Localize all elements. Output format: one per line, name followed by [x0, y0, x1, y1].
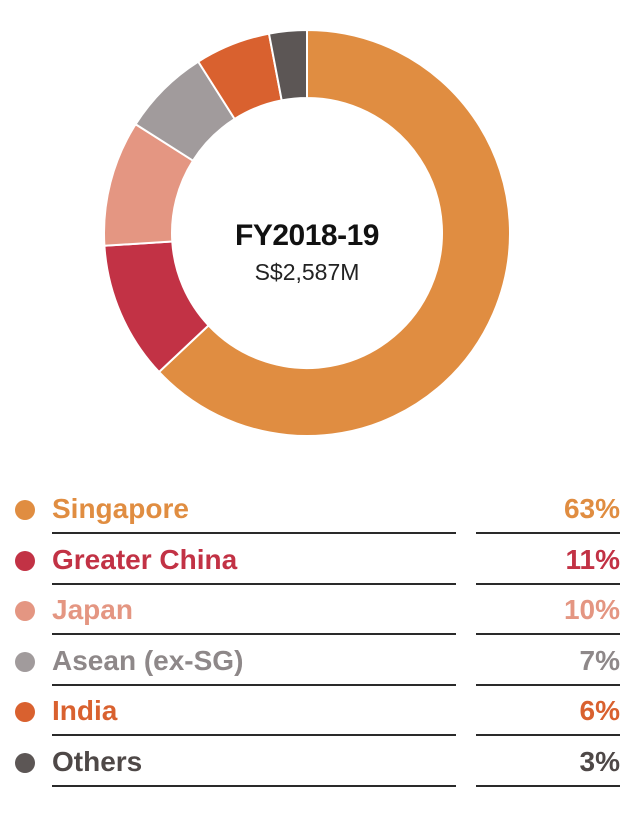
legend-value: 10% [563, 594, 620, 625]
legend-divider [476, 784, 620, 787]
legend-divider [476, 683, 620, 686]
legend-divider [52, 582, 456, 585]
chart-center-title: FY2018-19 [235, 219, 379, 252]
legend-swatch [15, 702, 35, 722]
legend-swatch [15, 550, 35, 571]
legend-label: India [52, 695, 118, 726]
legend-value: 11% [565, 543, 621, 575]
legend-swatch [15, 500, 35, 520]
legend-value: 6% [579, 695, 620, 726]
donut-chart: FY2018-19 S$2,587M [103, 28, 511, 437]
chart-legend: Singapore 63% Greater China 11% Japan 10% Asea… [0, 482, 640, 802]
legend-divider [476, 633, 620, 635]
legend-label: Asean (ex-SG) [52, 644, 244, 676]
legend-value: 3% [579, 745, 620, 777]
legend-item-singapore: Singapore 63% [0, 482, 640, 534]
legend-divider [52, 683, 456, 686]
donut-slice-singapore [157, 28, 511, 437]
legend-item-greater-china: Greater China 11% [0, 533, 640, 585]
legend-label: Japan [52, 594, 133, 625]
legend-swatch [15, 601, 35, 621]
donut-slice-others [267, 28, 308, 102]
legend-item-japan: Japan 10% [0, 583, 640, 635]
legend-divider [476, 582, 620, 585]
legend-swatch [15, 651, 35, 672]
legend-label: Greater China [52, 543, 238, 575]
donut-slices [103, 28, 511, 437]
legend-divider [476, 532, 620, 534]
legend-value: 63% [563, 493, 620, 524]
legend-swatch [15, 752, 35, 773]
legend-divider [52, 784, 456, 787]
legend-divider [52, 633, 456, 635]
legend-item-asean-ex-sg: Asean (ex-SG) 7% [0, 634, 640, 686]
legend-divider [52, 734, 456, 736]
legend-item-india: India 6% [0, 684, 640, 736]
legend-item-others: Others 3% [0, 735, 640, 787]
legend-label: Singapore [52, 493, 189, 524]
chart-center-total: S$2,587M [255, 259, 360, 285]
legend-label: Others [52, 745, 143, 777]
legend-value: 7% [579, 644, 620, 676]
legend-divider [52, 532, 456, 534]
legend-divider [476, 734, 620, 736]
